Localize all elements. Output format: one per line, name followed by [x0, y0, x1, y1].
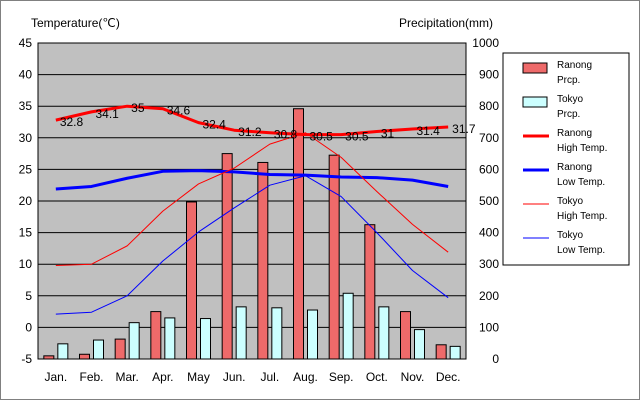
x-tick-label: Oct.	[366, 370, 388, 384]
left-tick-label: 15	[19, 226, 33, 240]
right-tick-label: 200	[479, 289, 499, 303]
bar-ranong-prcp	[400, 311, 411, 360]
left-axis-title: Temperature(℃)	[31, 16, 120, 30]
bar-tokyo-prcp	[271, 307, 283, 360]
data-label: 32.4	[203, 118, 227, 132]
left-tick-label: 20	[19, 194, 33, 208]
bar-tokyo-prcp	[307, 309, 318, 360]
x-tick-label: Dec.	[436, 370, 461, 384]
right-tick-label: 500	[479, 194, 499, 208]
legend-swatch-bar	[522, 62, 548, 74]
bar-tokyo-prcp	[378, 306, 390, 360]
bar-ranong-prcp	[114, 338, 126, 360]
legend-label: Low Temp.	[557, 177, 605, 188]
right-tick-label: 400	[479, 226, 499, 240]
left-tick-label: 45	[19, 36, 33, 50]
right-tick-label: 300	[479, 257, 499, 271]
legend-label: Ranong	[557, 60, 592, 71]
data-label: 31.7	[452, 122, 476, 136]
left-tick-label: 35	[19, 99, 33, 113]
legend-label: Tokyo	[557, 230, 584, 241]
left-tick-label: 25	[19, 162, 33, 176]
line-ranong-high-temp	[55, 104, 449, 137]
bar-tokyo-prcp	[414, 329, 425, 360]
x-tick-label: Aug.	[293, 370, 318, 384]
x-tick-label: Jan.	[44, 370, 67, 384]
data-label: 34.6	[167, 104, 191, 118]
bar-tokyo-prcp	[449, 345, 461, 360]
data-label: 30.5	[310, 130, 334, 144]
bar-ranong-prcp	[186, 201, 197, 360]
right-tick-label: 600	[479, 162, 499, 176]
line-tokyo-high-temp	[55, 132, 449, 266]
bar-tokyo-prcp	[128, 322, 140, 360]
x-tick-label: Apr.	[152, 370, 173, 384]
right-tick-label: 700	[479, 131, 499, 145]
x-tick-label: Jun.	[223, 370, 246, 384]
legend-label: Ranong	[557, 128, 592, 139]
legend-box	[502, 52, 630, 266]
bar-tokyo-prcp	[200, 318, 211, 360]
data-label: 30.5	[345, 130, 369, 144]
data-label: 31.2	[238, 125, 262, 139]
x-tick-label: Nov.	[401, 370, 425, 384]
x-tick-label: Jul.	[260, 370, 279, 384]
left-tick-label: 30	[19, 131, 33, 145]
x-tick-label: Feb.	[79, 370, 103, 384]
legend-label: Tokyo	[557, 196, 584, 207]
bar-tokyo-prcp	[57, 343, 69, 360]
data-label: 34.1	[96, 107, 120, 121]
bar-ranong-prcp	[435, 344, 447, 360]
bar-ranong-prcp	[364, 224, 376, 360]
data-label: 31.4	[417, 124, 441, 138]
bar-tokyo-prcp	[164, 317, 176, 360]
bar-ranong-prcp	[150, 311, 162, 360]
bar-tokyo-prcp	[93, 339, 104, 360]
left-tick-label: -5	[21, 352, 32, 366]
legend-label: High Temp.	[557, 143, 607, 154]
data-label: 32.8	[60, 115, 84, 129]
bar-ranong-prcp	[43, 355, 55, 360]
right-tick-label: 900	[479, 68, 499, 82]
x-tick-label: May	[187, 370, 210, 384]
legend-label: Low Temp.	[557, 245, 605, 256]
bar-ranong-prcp	[257, 161, 269, 360]
line-ranong-low-temp	[55, 169, 449, 191]
x-tick-label: Sep.	[329, 370, 354, 384]
legend-label: High Temp.	[557, 211, 607, 222]
legend-label: Prcp.	[557, 75, 580, 86]
right-tick-label: 0	[492, 352, 499, 366]
legend-label: Prcp.	[557, 109, 580, 120]
left-tick-label: 5	[25, 289, 32, 303]
right-tick-label: 100	[479, 320, 499, 334]
bar-tokyo-prcp	[342, 292, 354, 360]
data-label: 30.8	[274, 128, 298, 142]
bar-tokyo-prcp	[235, 306, 247, 360]
bar-ranong-prcp	[293, 108, 304, 360]
right-axis-title: Precipitation(mm)	[399, 16, 493, 30]
data-label: 35	[131, 101, 145, 115]
right-tick-label: 1000	[472, 36, 499, 50]
right-tick-label: 800	[479, 99, 499, 113]
left-tick-label: 40	[19, 68, 33, 82]
bar-ranong-prcp	[328, 154, 340, 360]
x-tick-label: Mar.	[115, 370, 138, 384]
bar-ranong-prcp	[221, 153, 233, 360]
left-tick-label: 0	[25, 320, 32, 334]
data-label: 31	[381, 126, 395, 140]
legend-label: Tokyo	[557, 94, 584, 105]
legend-swatch-bar	[522, 96, 548, 108]
line-tokyo-low-temp	[55, 175, 449, 315]
legend-label: Ranong	[557, 162, 592, 173]
bar-ranong-prcp	[79, 353, 90, 360]
left-tick-label: 10	[19, 257, 33, 271]
